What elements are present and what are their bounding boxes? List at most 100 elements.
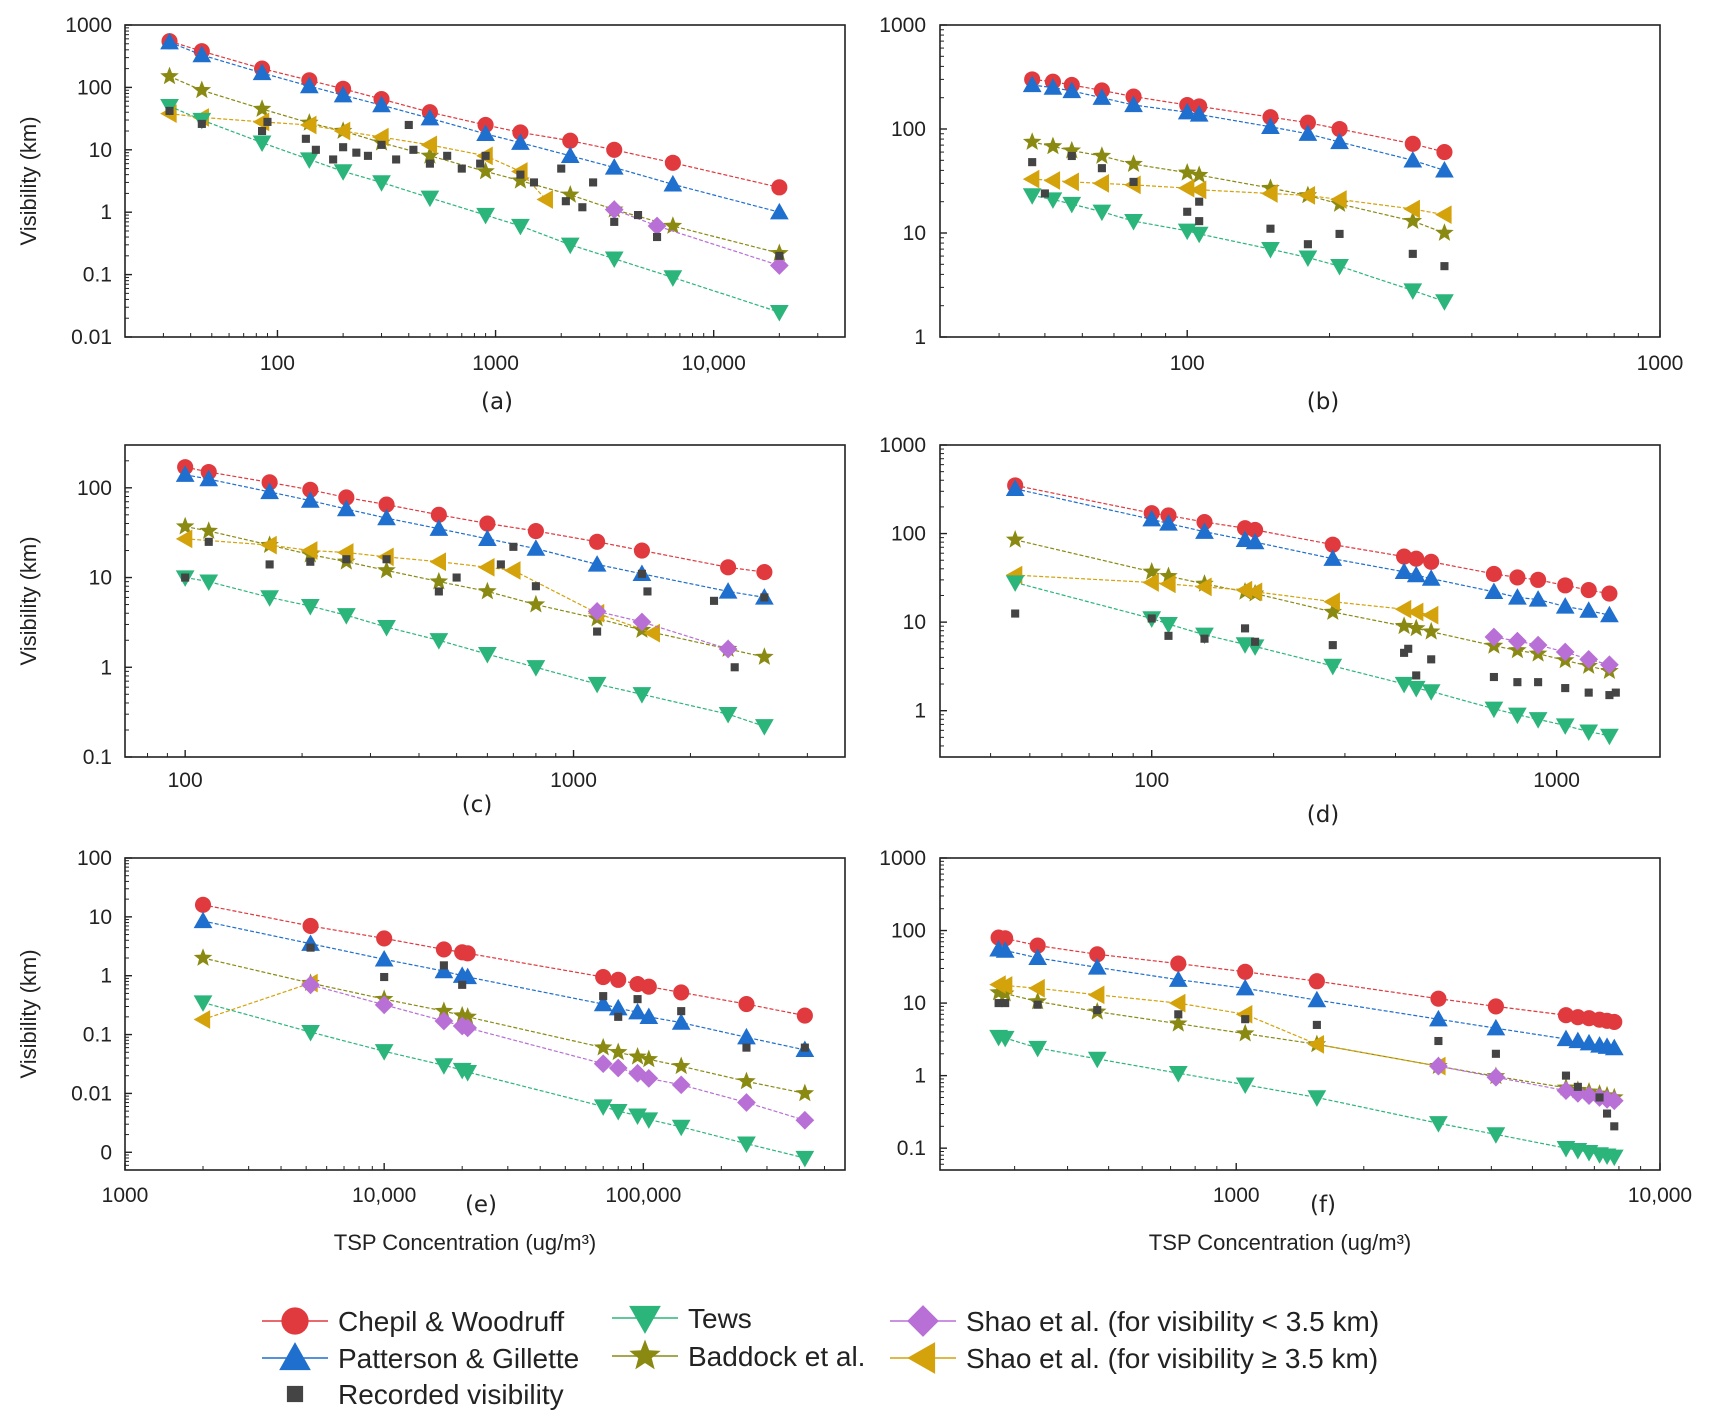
data-point <box>1170 955 1187 972</box>
data-point <box>377 619 396 637</box>
data-point <box>610 217 619 226</box>
data-point <box>1240 624 1250 633</box>
data-point <box>1508 631 1527 651</box>
data-point <box>593 1099 613 1116</box>
data-point <box>1486 1127 1506 1144</box>
panel-a: 100 1000 10,000 0.01 0.1 1 10 100 1000 Visibility… <box>16 14 846 415</box>
data-point <box>718 707 738 724</box>
data-point <box>1555 642 1575 662</box>
data-point <box>653 232 662 242</box>
series-recorded <box>181 537 769 672</box>
data-point <box>260 590 279 607</box>
legend-label: Chepil & Woodruff <box>338 1306 564 1337</box>
legend-item-baddock: Baddock et al. <box>612 1339 865 1372</box>
data-point <box>511 170 530 189</box>
data-point <box>374 995 394 1015</box>
data-point <box>800 1043 809 1052</box>
panel-label: (a) <box>481 389 513 415</box>
data-point <box>193 995 213 1012</box>
data-point <box>1183 207 1192 216</box>
data-point <box>478 581 497 600</box>
series-line <box>1032 84 1445 171</box>
plot-frame <box>124 857 846 1171</box>
data-point <box>306 557 315 566</box>
data-point <box>429 633 449 650</box>
data-point <box>595 968 612 986</box>
data-point <box>795 1110 815 1130</box>
x-tick-label: 1000 <box>1637 352 1684 375</box>
data-point <box>578 203 587 212</box>
data-point <box>1429 1056 1448 1076</box>
data-point <box>997 930 1014 947</box>
data-point <box>339 143 348 152</box>
data-point <box>342 555 351 564</box>
data-point <box>1400 648 1409 657</box>
y-axis-label: Visibility (km) <box>16 116 41 245</box>
data-point <box>363 151 373 160</box>
y-tick-label: 1000 <box>879 434 926 457</box>
data-point <box>258 126 267 136</box>
data-point <box>1043 171 1061 190</box>
data-point <box>481 151 490 160</box>
data-point <box>1011 609 1020 618</box>
data-point <box>425 159 434 168</box>
data-point <box>663 216 683 234</box>
series-shao_ge <box>1022 169 1452 225</box>
data-point <box>1323 658 1343 676</box>
data-point <box>511 133 530 150</box>
data-point <box>1005 575 1025 592</box>
data-point <box>1423 553 1440 570</box>
data-point <box>663 270 683 287</box>
data-point <box>511 218 530 236</box>
plot-frame <box>939 444 1661 758</box>
series-baddock <box>989 982 1624 1106</box>
data-point <box>378 496 395 513</box>
data-point <box>1028 158 1037 167</box>
data-point <box>1005 530 1025 548</box>
data-point <box>1406 618 1426 637</box>
data-point <box>429 519 449 536</box>
data-point <box>452 573 461 582</box>
data-point <box>604 158 624 175</box>
data-point <box>737 1027 756 1045</box>
plot-frame <box>939 24 1661 338</box>
data-point <box>1312 1020 1321 1029</box>
data-point <box>1568 1031 1588 1049</box>
legend-marker <box>907 1342 936 1374</box>
y-tick-label: 10 <box>903 611 926 634</box>
y-tick-label: 0 <box>100 1141 112 1164</box>
data-point <box>1595 1093 1604 1102</box>
panel-label: (d) <box>1307 802 1340 828</box>
data-point <box>1328 641 1337 650</box>
data-point <box>1022 132 1042 150</box>
x-tick-label: 100,000 <box>605 1184 681 1207</box>
data-point <box>1087 985 1105 1005</box>
data-point <box>404 120 413 130</box>
data-point <box>165 106 174 115</box>
data-point <box>434 1011 454 1031</box>
data-point <box>1580 582 1597 599</box>
data-point <box>479 515 496 532</box>
data-point <box>643 623 660 643</box>
panel-c: 100 1000 0.1 1 10 100 Visibility (km) (c) <box>16 444 846 818</box>
y-tick-label: 1 <box>914 326 926 349</box>
y-tick-label: 100 <box>891 920 926 943</box>
data-point <box>1177 102 1197 120</box>
panel-label: (b) <box>1307 389 1340 415</box>
x-axis-label: TSP Concentration (ug/m³) <box>334 1230 596 1255</box>
data-point <box>1062 81 1082 99</box>
data-point <box>1298 186 1316 205</box>
data-point <box>1028 1040 1048 1058</box>
series-line <box>202 1001 806 1159</box>
data-point <box>608 1042 628 1061</box>
series-patterson <box>160 32 789 220</box>
data-point <box>737 1071 756 1090</box>
data-point <box>769 256 789 275</box>
data-point <box>529 178 539 187</box>
data-point <box>1406 680 1426 698</box>
data-point <box>374 1044 394 1061</box>
data-point <box>392 155 401 164</box>
data-point <box>1195 217 1204 226</box>
data-point <box>1028 978 1045 998</box>
data-point <box>478 647 497 664</box>
